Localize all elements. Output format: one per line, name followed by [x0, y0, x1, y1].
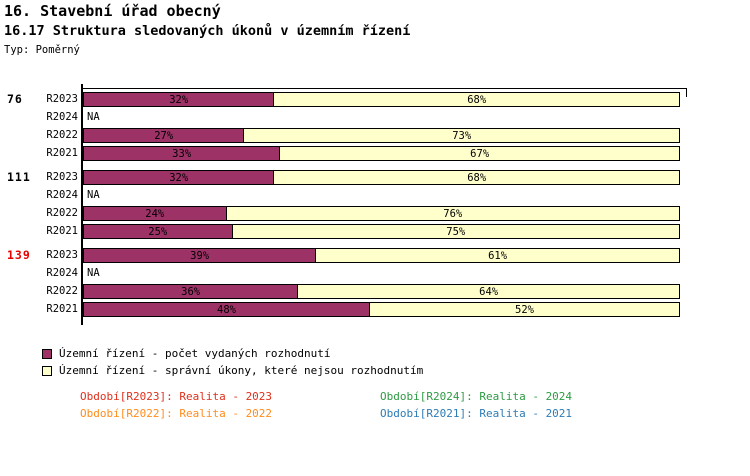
bar-segment: 61%: [315, 248, 680, 263]
bar-segment: 52%: [369, 302, 680, 317]
bar: 39% 61%: [83, 248, 680, 263]
axis-top-line: [82, 88, 687, 89]
bar: 48% 52%: [83, 302, 680, 317]
period-label-r2023: Období[R2023]: Realita - 2023: [80, 390, 273, 403]
chart-title: 16.17 Struktura sledovaných úkonů v územ…: [4, 23, 411, 39]
na-value: NA: [87, 189, 100, 201]
bar: 32% 68%: [83, 92, 680, 107]
bar: 25% 75%: [83, 224, 680, 239]
period-label-r2021: Období[R2021]: Realita - 2021: [380, 407, 573, 420]
legend-label: Územní řízení - počet vydaných rozhodnut…: [59, 347, 331, 360]
axis-left-line: [81, 84, 83, 325]
row-label: R2022: [46, 129, 78, 141]
legend-item: Územní řízení - správní úkony, které nej…: [42, 362, 423, 379]
bar-segment: 68%: [273, 170, 680, 185]
report-title: 16. Stavební úřad obecný: [4, 2, 221, 20]
bar: 27% 73%: [83, 128, 680, 143]
chart-type-label: Typ: Poměrný: [4, 44, 80, 56]
bar-segment: 73%: [243, 128, 680, 143]
legend-item: Územní řízení - počet vydaných rozhodnut…: [42, 345, 423, 362]
bar: 24% 76%: [83, 206, 680, 221]
group-total: 139: [7, 248, 31, 262]
bar: 33% 67%: [83, 146, 680, 161]
group-total: 111: [7, 170, 31, 184]
axis-right-tick: [686, 88, 687, 97]
bar-segment: 75%: [231, 224, 680, 239]
row-label: R2022: [46, 207, 78, 219]
period-label-r2024: Období[R2024]: Realita - 2024: [380, 390, 573, 403]
bar-segment: 33%: [83, 146, 281, 161]
bar-segment: 48%: [83, 302, 371, 317]
bar-segment: 64%: [297, 284, 680, 299]
bar-segment: 67%: [279, 146, 680, 161]
period-legend: Období[R2023]: Realita - 2023 Období[R20…: [80, 390, 750, 424]
bar: 36% 64%: [83, 284, 680, 299]
row-label: R2022: [46, 285, 78, 297]
bar-segment: 24%: [83, 206, 227, 221]
legend-swatch-decisions-icon: [42, 348, 52, 359]
row-label: R2024: [46, 189, 78, 201]
bar-segment: 39%: [83, 248, 317, 263]
group-total: 76: [7, 92, 23, 106]
row-label: R2021: [46, 225, 78, 237]
legend-swatch-other-acts-icon: [42, 365, 52, 376]
legend-label: Územní řízení - správní úkony, které nej…: [59, 364, 424, 377]
period-label-r2022: Období[R2022]: Realita - 2022: [80, 407, 273, 420]
chart-legend: Územní řízení - počet vydaných rozhodnut…: [42, 345, 423, 379]
bar-segment: 68%: [273, 92, 680, 107]
bar-segment: 25%: [83, 224, 233, 239]
row-label: R2023: [46, 93, 78, 105]
na-value: NA: [87, 267, 100, 279]
bar-segment: 36%: [83, 284, 299, 299]
row-label: R2024: [46, 267, 78, 279]
row-label: R2023: [46, 249, 78, 261]
bar-segment: 27%: [83, 128, 245, 143]
row-label: R2023: [46, 171, 78, 183]
row-label: R2021: [46, 147, 78, 159]
bar-segment: 32%: [83, 170, 275, 185]
row-label: R2021: [46, 303, 78, 315]
bar-segment: 76%: [225, 206, 680, 221]
bar: 32% 68%: [83, 170, 680, 185]
bar-segment: 32%: [83, 92, 275, 107]
na-value: NA: [87, 111, 100, 123]
row-label: R2024: [46, 111, 78, 123]
